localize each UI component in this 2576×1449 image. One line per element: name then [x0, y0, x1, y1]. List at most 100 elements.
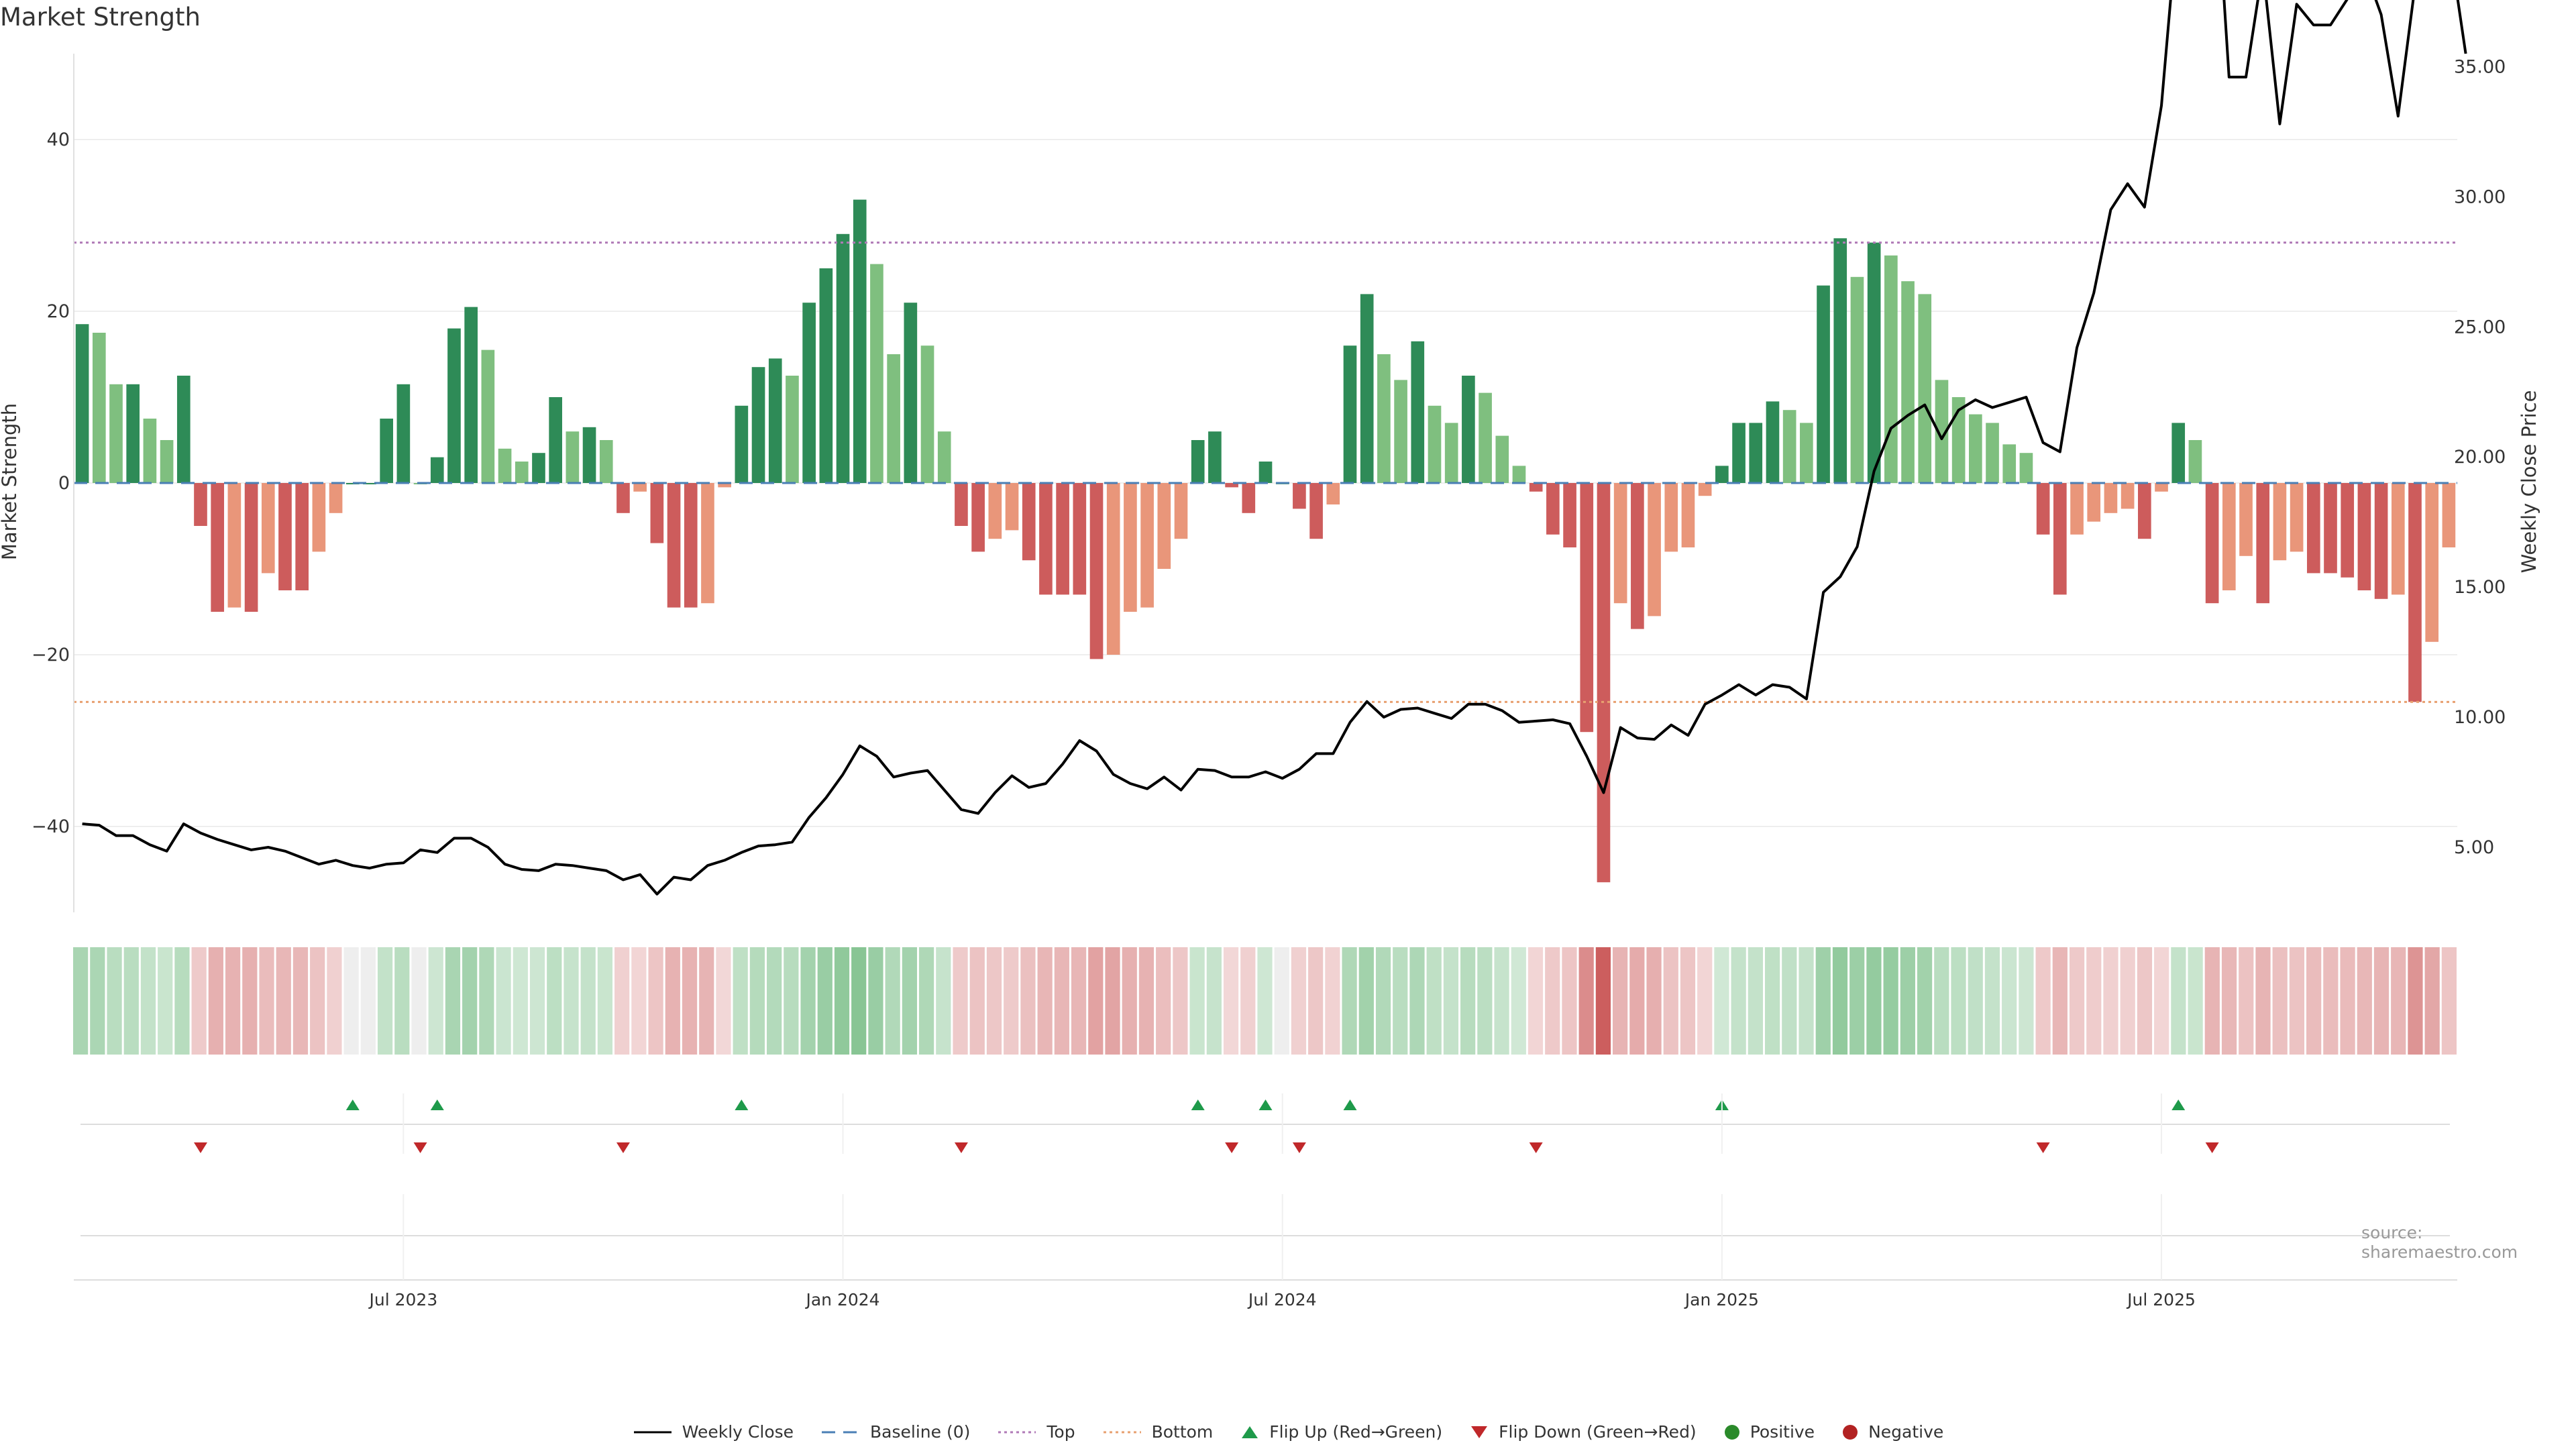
- heat-cell: [1832, 947, 1848, 1055]
- heat-cell: [2441, 947, 2457, 1055]
- strength-bar: [2256, 483, 2270, 604]
- heat-cell: [1613, 947, 1628, 1055]
- strength-bar: [2357, 483, 2371, 590]
- strength-bar: [1174, 483, 1188, 539]
- strength-bar: [345, 483, 360, 484]
- heat-cell: [767, 947, 782, 1055]
- strength-bar: [1563, 483, 1576, 547]
- strength-bar: [126, 384, 140, 483]
- strength-bar: [1073, 483, 1087, 595]
- strength-bar: [735, 405, 749, 483]
- heat-cell: [547, 947, 562, 1055]
- heat-cell: [1257, 947, 1273, 1055]
- heat-cell: [1562, 947, 1577, 1055]
- strength-bar: [1309, 483, 1323, 539]
- heat-cell: [479, 947, 494, 1055]
- heat-cell: [1799, 947, 1814, 1055]
- heat-cell: [2086, 947, 2102, 1055]
- legend-label: Negative: [1868, 1422, 1944, 1442]
- heat-cell: [1815, 947, 1831, 1055]
- strength-bar: [481, 350, 495, 483]
- x-tick-label: Jan 2024: [804, 1290, 879, 1309]
- y2-tick-label: 15.00: [2454, 577, 2506, 598]
- strength-bar: [751, 367, 765, 483]
- heat-cell: [1071, 947, 1087, 1055]
- heat-cell: [2035, 947, 2051, 1055]
- y-tick-label: −40: [32, 816, 70, 837]
- heat-cell: [1156, 947, 1171, 1055]
- heat-cell: [2373, 947, 2390, 1055]
- heat-cell: [360, 947, 376, 1055]
- y2-tick-label: 35.00: [2454, 56, 2506, 77]
- flip-down-marker: [1529, 1142, 1543, 1153]
- strength-bar: [515, 462, 529, 483]
- y2-tick-label: 10.00: [2454, 707, 2506, 728]
- heat-cell: [140, 947, 156, 1055]
- strength-bar: [1884, 255, 1898, 483]
- heat-cell: [1325, 947, 1340, 1055]
- heat-cell: [1545, 947, 1560, 1055]
- strength-bar: [261, 483, 275, 574]
- red-dot-icon: [1843, 1424, 1858, 1440]
- heat-cell: [2323, 947, 2339, 1055]
- heat-cell: [411, 947, 427, 1055]
- heat-cell: [2154, 947, 2169, 1055]
- strength-bar: [1191, 440, 1205, 483]
- y-axis-label-left: Market Strength: [0, 403, 21, 560]
- legend-label: Weekly Close: [682, 1422, 794, 1442]
- heat-cell: [902, 947, 917, 1055]
- heat-cell: [969, 947, 985, 1055]
- strength-bar: [1428, 405, 1442, 483]
- heat-strip: [73, 947, 2457, 1055]
- strength-bar: [1444, 423, 1458, 483]
- legend-label: Flip Up (Red→Green): [1269, 1422, 1443, 1442]
- strength-bar: [176, 376, 191, 483]
- heat-cell: [428, 947, 443, 1055]
- legend-item-positive: Positive: [1723, 1422, 1815, 1442]
- strength-bar: [2137, 483, 2151, 539]
- heat-cell: [123, 947, 139, 1055]
- strength-bar: [1969, 414, 1982, 483]
- heat-cell: [1866, 947, 1882, 1055]
- heat-cell: [1105, 947, 1120, 1055]
- strength-bar: [1698, 483, 1712, 496]
- strength-bar: [920, 345, 934, 483]
- heat-cell: [1020, 947, 1036, 1055]
- triangle-up-icon: [1242, 1426, 1258, 1438]
- market-strength-chart: 40 20 0 −20 −40 35.00 30.00 25.00 20.00 15.00 10.…: [0, 0, 2540, 1309]
- heat-cell: [2340, 947, 2355, 1055]
- heat-cell: [631, 947, 647, 1055]
- heat-cell: [2221, 947, 2237, 1055]
- heat-cell: [1849, 947, 1865, 1055]
- heat-cell: [1088, 947, 1104, 1055]
- strength-bar: [2425, 483, 2439, 642]
- strength-bar: [870, 264, 883, 483]
- heat-cell: [1748, 947, 1763, 1055]
- heat-cell: [1663, 947, 1678, 1055]
- heat-cell: [1494, 947, 1509, 1055]
- legend-label: Positive: [1750, 1422, 1815, 1442]
- green-dot-icon: [1724, 1424, 1739, 1440]
- x-tick-label: Jan 2025: [1684, 1290, 1759, 1309]
- heat-cell: [2272, 947, 2288, 1055]
- heat-cell: [817, 947, 833, 1055]
- strength-bar: [1293, 483, 1306, 509]
- strength-bar: [1258, 462, 1273, 483]
- heat-cell: [716, 947, 731, 1055]
- strength-bar: [1800, 423, 1813, 483]
- heat-cell: [2357, 947, 2372, 1055]
- heat-cell: [529, 947, 545, 1055]
- strength-bar: [92, 333, 106, 483]
- strength-bar: [971, 483, 985, 552]
- heat-cell: [580, 947, 596, 1055]
- heat-cell: [1375, 947, 1391, 1055]
- heat-cell: [1054, 947, 1069, 1055]
- flip-panel: [80, 1099, 2450, 1153]
- heat-cell: [564, 947, 579, 1055]
- strength-bar: [1935, 380, 1949, 483]
- strength-bar: [1918, 294, 1932, 483]
- strength-bar: [1462, 376, 1475, 483]
- triangle-down-icon: [1471, 1426, 1488, 1438]
- heat-cell: [1173, 947, 1188, 1055]
- y-axis-right: 35.00 30.00 25.00 20.00 15.00 10.00 5.00: [2454, 56, 2506, 858]
